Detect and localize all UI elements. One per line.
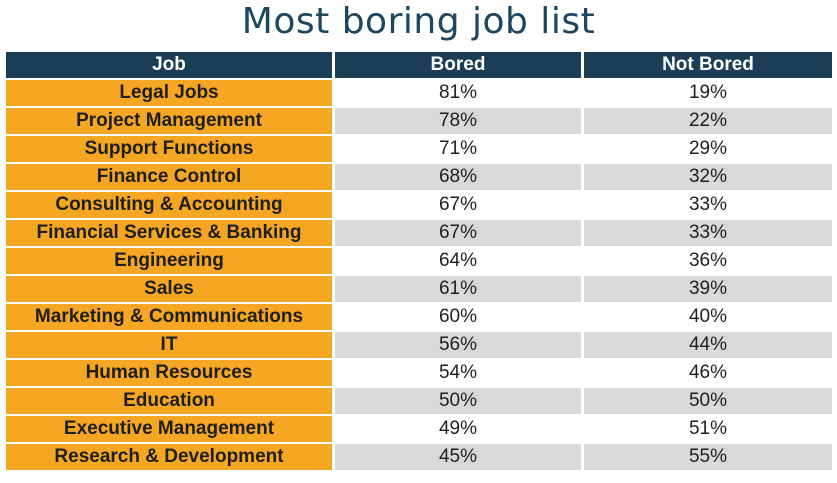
not-bored-percent-cell: 19%: [584, 80, 832, 106]
not-bored-percent-cell: 33%: [584, 220, 832, 246]
bored-percent-cell: 67%: [335, 220, 581, 246]
column-header-bored: Bored: [335, 52, 581, 78]
table-row: Engineering 64% 36%: [6, 248, 832, 274]
bored-percent-cell: 45%: [335, 444, 581, 470]
job-name-cell: Project Management: [6, 108, 332, 134]
job-name-cell: Support Functions: [6, 136, 332, 162]
bored-percent-cell: 56%: [335, 332, 581, 358]
table-row: Sales 61% 39%: [6, 276, 832, 302]
table-body: Legal Jobs 81% 19% Project Management 78% 22%…: [6, 80, 832, 470]
not-bored-percent-cell: 36%: [584, 248, 832, 274]
job-name-cell: Legal Jobs: [6, 80, 332, 106]
not-bored-percent-cell: 33%: [584, 192, 832, 218]
job-name-cell: Consulting & Accounting: [6, 192, 332, 218]
bored-percent-cell: 50%: [335, 388, 581, 414]
not-bored-percent-cell: 50%: [584, 388, 832, 414]
page-title: Most boring job list: [241, 1, 596, 42]
column-header-not-bored: Not Bored: [584, 52, 832, 78]
job-name-cell: Finance Control: [6, 164, 332, 190]
not-bored-percent-cell: 22%: [584, 108, 832, 134]
table-row: Legal Jobs 81% 19%: [6, 80, 832, 106]
bored-percent-cell: 49%: [335, 416, 581, 442]
table-row: Finance Control 68% 32%: [6, 164, 832, 190]
bored-percent-cell: 67%: [335, 192, 581, 218]
job-name-cell: Human Resources: [6, 360, 332, 386]
not-bored-percent-cell: 55%: [584, 444, 832, 470]
table-row: Consulting & Accounting 67% 33%: [6, 192, 832, 218]
table-row: Research & Development 45% 55%: [6, 444, 832, 470]
not-bored-percent-cell: 44%: [584, 332, 832, 358]
job-name-cell: Engineering: [6, 248, 332, 274]
job-name-cell: Marketing & Communications: [6, 304, 332, 330]
table-row: Project Management 78% 22%: [6, 108, 832, 134]
table-row: Education 50% 50%: [6, 388, 832, 414]
bored-percent-cell: 61%: [335, 276, 581, 302]
table-row: Financial Services & Banking 67% 33%: [6, 220, 832, 246]
job-name-cell: Research & Development: [6, 444, 332, 470]
job-name-cell: Education: [6, 388, 332, 414]
table-row: Marketing & Communications 60% 40%: [6, 304, 832, 330]
table-row: Support Functions 71% 29%: [6, 136, 832, 162]
jobs-table: Job Bored Not Bored Legal Jobs 81% 19% Proj…: [3, 50, 835, 472]
table-row: Executive Management 49% 51%: [6, 416, 832, 442]
job-name-cell: IT: [6, 332, 332, 358]
bored-percent-cell: 78%: [335, 108, 581, 134]
table-header: Job Bored Not Bored: [6, 52, 832, 78]
not-bored-percent-cell: 40%: [584, 304, 832, 330]
table-row: IT 56% 44%: [6, 332, 832, 358]
bored-percent-cell: 54%: [335, 360, 581, 386]
not-bored-percent-cell: 39%: [584, 276, 832, 302]
bored-percent-cell: 64%: [335, 248, 581, 274]
bored-percent-cell: 68%: [335, 164, 581, 190]
not-bored-percent-cell: 29%: [584, 136, 832, 162]
table-row: Human Resources 54% 46%: [6, 360, 832, 386]
bored-percent-cell: 81%: [335, 80, 581, 106]
not-bored-percent-cell: 32%: [584, 164, 832, 190]
header-row: Job Bored Not Bored: [6, 52, 832, 78]
job-name-cell: Executive Management: [6, 416, 332, 442]
bored-percent-cell: 71%: [335, 136, 581, 162]
not-bored-percent-cell: 46%: [584, 360, 832, 386]
job-name-cell: Financial Services & Banking: [6, 220, 332, 246]
job-name-cell: Sales: [6, 276, 332, 302]
bored-percent-cell: 60%: [335, 304, 581, 330]
column-header-job: Job: [6, 52, 332, 78]
not-bored-percent-cell: 51%: [584, 416, 832, 442]
